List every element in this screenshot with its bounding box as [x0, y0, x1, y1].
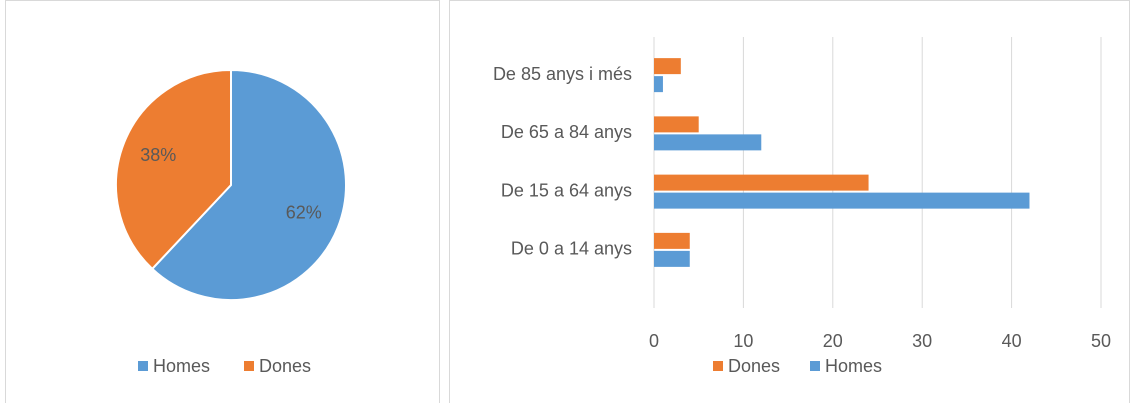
bar	[654, 174, 869, 191]
bar	[654, 192, 1030, 209]
bar	[654, 76, 663, 93]
data-label: 62%	[286, 203, 322, 223]
bar	[654, 58, 681, 75]
x-tick-label: 50	[1091, 331, 1111, 351]
legend-swatch	[244, 361, 254, 371]
y-tick-label: De 85 anys i més	[493, 64, 632, 84]
x-tick-label: 30	[912, 331, 932, 351]
legend-swatch	[138, 361, 148, 371]
data-label: 38%	[140, 145, 176, 165]
legend-label: Dones	[259, 356, 311, 376]
bar	[654, 134, 762, 151]
pie-slice	[115, 68, 232, 271]
x-tick-label: 20	[823, 331, 843, 351]
legend-swatch	[713, 361, 723, 371]
x-tick-label: 0	[649, 331, 659, 351]
y-tick-label: De 0 a 14 anys	[511, 239, 632, 259]
bar	[654, 116, 699, 133]
y-tick-label: De 65 a 84 anys	[501, 122, 632, 142]
pie-slice	[150, 68, 347, 301]
y-tick-label: De 15 a 64 anys	[501, 180, 632, 200]
x-tick-label: 10	[733, 331, 753, 351]
legend-label: Dones	[728, 356, 780, 376]
legend-label: Homes	[825, 356, 882, 376]
bar	[654, 250, 690, 267]
legend-label: Homes	[153, 356, 210, 376]
bar	[654, 232, 690, 249]
legend-swatch	[810, 361, 820, 371]
x-tick-label: 40	[1002, 331, 1022, 351]
